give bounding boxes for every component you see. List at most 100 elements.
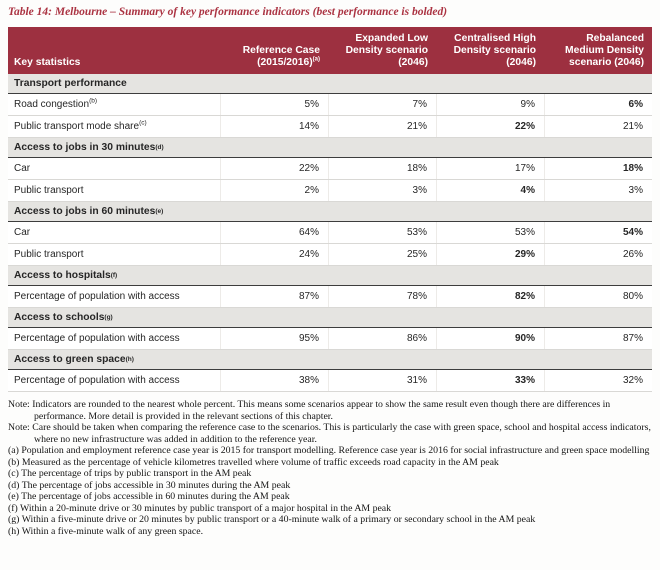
- cell-value: 17%: [436, 158, 544, 179]
- cell-value: 31%: [328, 370, 436, 391]
- cell-value: 6%: [544, 94, 652, 115]
- cell-value: 78%: [328, 286, 436, 307]
- cell-value: 4%: [436, 180, 544, 201]
- row-label-text: Road congestion(b): [14, 97, 98, 110]
- footnote-line: (d) The percentage of jobs accessible in…: [8, 479, 291, 491]
- cell-value: 86%: [328, 328, 436, 349]
- kpi-table: Key statistics Reference Case (2015/2016)…: [8, 27, 652, 392]
- cell-value: 38%: [220, 370, 328, 391]
- kpi-table-body: Transport performance Road congestion(b) 5…: [8, 74, 652, 392]
- cell-value: 29%: [436, 244, 544, 265]
- cell-value: 3%: [544, 180, 652, 201]
- footnote-line: (e) The percentage of jobs accessible in…: [8, 491, 290, 503]
- cell-value: 82%: [436, 286, 544, 307]
- header-line: Density scenario: [345, 45, 428, 57]
- cell-value: 90%: [436, 328, 544, 349]
- cell-value: 22%: [436, 116, 544, 137]
- kpi-table-header: Key statistics Reference Case (2015/2016)…: [8, 27, 652, 74]
- cell-value: 95%: [220, 328, 328, 349]
- cell-value: 2%: [220, 180, 328, 201]
- header-line: Expanded Low: [355, 33, 428, 45]
- footnote-line: (f) Within a 20-minute drive or 30 minut…: [8, 502, 392, 514]
- notes-block: Note: Indicators are rounded to the near…: [8, 399, 652, 538]
- row-label: Public transport: [8, 244, 220, 265]
- header-line: scenario (2046): [569, 57, 644, 69]
- cell-value: 21%: [544, 116, 652, 137]
- header-line: (2015/2016)(a): [257, 56, 320, 69]
- row-label: Public transport: [8, 180, 220, 201]
- header-line: Centralised High: [454, 33, 536, 45]
- section-row-2: Access to jobs in 60 minutes (e): [8, 202, 652, 222]
- row-label-text: Public transport: [14, 185, 84, 196]
- footnote-line: (h) Within a five-minute walk of any gre…: [8, 526, 204, 538]
- row-label-text: Car: [14, 227, 31, 238]
- header-line: Density scenario: [453, 45, 536, 57]
- table-row: Road congestion(b) 5% 7% 9% 6%: [8, 94, 652, 116]
- header-line: Reference Case: [242, 45, 320, 57]
- row-label: Car: [8, 158, 220, 179]
- table-row: Percentage of population with access 95% 8…: [8, 328, 652, 350]
- table-row: Car 22% 18% 17% 18%: [8, 158, 652, 180]
- row-label-text: Percentage of population with access: [14, 333, 180, 344]
- footnote-line: (g) Within a five-minute drive or 20 min…: [8, 514, 536, 526]
- cell-value: 64%: [220, 222, 328, 243]
- row-label: Car: [8, 222, 220, 243]
- cell-value: 3%: [328, 180, 436, 201]
- row-label: Road congestion(b): [8, 94, 220, 115]
- footnote-line: (b) Measured as the percentage of vehicl…: [8, 456, 499, 468]
- cell-value: 22%: [220, 158, 328, 179]
- table-row: Car 64% 53% 53% 54%: [8, 222, 652, 244]
- row-label: Percentage of population with access: [8, 286, 220, 307]
- header-line: Rebalanced: [586, 33, 644, 45]
- footnote-marker: (c): [139, 119, 147, 127]
- row-label-text: Percentage of population with access: [14, 375, 180, 386]
- section-row-5: Access to green space (h): [8, 350, 652, 370]
- footnote-marker: (a): [312, 56, 320, 63]
- cell-value: 14%: [220, 116, 328, 137]
- header-scenario-0: Reference Case (2015/2016)(a): [220, 27, 328, 74]
- header-scenario-3: Rebalanced Medium Density scenario (2046): [544, 27, 652, 74]
- cell-value: 18%: [544, 158, 652, 179]
- cell-value: 32%: [544, 370, 652, 391]
- report-page: Table 14: Melbourne – Summary of key per…: [0, 6, 660, 538]
- cell-value: 21%: [328, 116, 436, 137]
- header-line: (2046): [398, 57, 428, 69]
- section-row-4: Access to schools (g): [8, 308, 652, 328]
- row-label: Percentage of population with access: [8, 328, 220, 349]
- cell-value: 54%: [544, 222, 652, 243]
- section-row-3: Access to hospitals (f): [8, 266, 652, 286]
- cell-value: 7%: [328, 94, 436, 115]
- section-row-0: Transport performance: [8, 74, 652, 94]
- header-scenario-1: Expanded Low Density scenario (2046): [328, 27, 436, 74]
- cell-value: 26%: [544, 244, 652, 265]
- table-row: Percentage of population with access 38% 3…: [8, 370, 652, 392]
- section-row-1: Access to jobs in 30 minutes (d): [8, 138, 652, 158]
- cell-value: 80%: [544, 286, 652, 307]
- cell-value: 9%: [436, 94, 544, 115]
- table-row: Percentage of population with access 87% 7…: [8, 286, 652, 308]
- cell-value: 53%: [436, 222, 544, 243]
- footnote-line: (c) The percentage of trips by public tr…: [8, 468, 252, 480]
- row-label: Percentage of population with access: [8, 370, 220, 391]
- header-line: (2046): [506, 57, 536, 69]
- header-key-statistics: Key statistics: [14, 57, 81, 69]
- cell-value: 87%: [544, 328, 652, 349]
- note-line: Note: Indicators are rounded to the near…: [8, 399, 611, 422]
- row-label: Public transport mode share(c): [8, 116, 220, 137]
- table-row: Public transport mode share(c) 14% 21% 22% 2…: [8, 116, 652, 138]
- header-scenario-2: Centralised High Density scenario (2046): [436, 27, 544, 74]
- table-caption: Table 14: Melbourne – Summary of key per…: [8, 6, 448, 18]
- footnote-marker: (b): [89, 97, 98, 105]
- row-label-text: Public transport mode share(c): [14, 119, 147, 132]
- cell-value: 5%: [220, 94, 328, 115]
- cell-value: 53%: [328, 222, 436, 243]
- note-line: Note: Care should be taken when comparin…: [8, 422, 651, 445]
- cell-value: 33%: [436, 370, 544, 391]
- table-row: Public transport 24% 25% 29% 26%: [8, 244, 652, 266]
- cell-value: 87%: [220, 286, 328, 307]
- table-row: Public transport 2% 3% 4% 3%: [8, 180, 652, 202]
- cell-value: 25%: [328, 244, 436, 265]
- cell-value: 18%: [328, 158, 436, 179]
- footnote-line: (a) Population and employment reference …: [8, 445, 650, 457]
- header-line: Medium Density: [565, 45, 644, 57]
